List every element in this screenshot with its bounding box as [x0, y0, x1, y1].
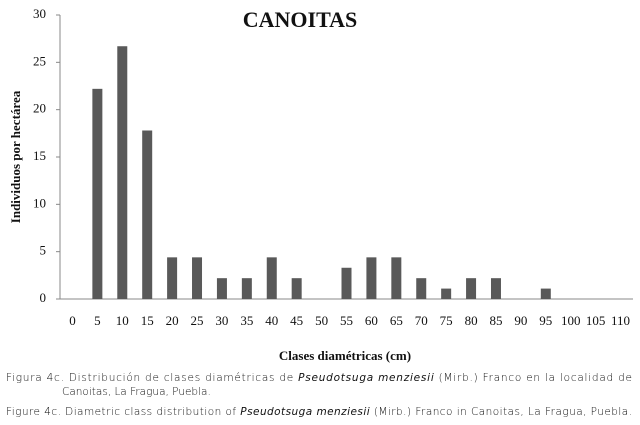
- x-tick-label: 35: [240, 313, 253, 328]
- x-tick-label: 5: [94, 313, 101, 328]
- bar: [241, 278, 252, 299]
- x-tick-label: 90: [514, 313, 527, 328]
- caption-part: Figura 4c. Distribución de clases diamét…: [6, 372, 297, 384]
- x-axis-label: Clases diamétricas (cm): [279, 348, 411, 363]
- x-tick-label: 110: [611, 313, 630, 328]
- bar: [441, 288, 452, 299]
- x-tick-label: 75: [440, 313, 453, 328]
- caption: Canoitas, La Fragua, Puebla.: [62, 386, 211, 398]
- x-tick-label: 40: [265, 313, 278, 328]
- x-tick-label: 45: [290, 313, 303, 328]
- bar: [216, 278, 227, 299]
- x-tick-label: 60: [365, 313, 378, 328]
- caption: Figure 4c. Diametric class distribution …: [6, 406, 632, 418]
- x-tick-label: 95: [539, 313, 552, 328]
- bar: [117, 46, 128, 299]
- y-tick-label: 20: [33, 101, 46, 116]
- y-tick-label: 0: [40, 290, 47, 305]
- bar: [341, 267, 352, 299]
- caption-part: (Mirb.) Franco in Canoitas, La Fragua, P…: [370, 406, 632, 418]
- x-tick-label: 100: [561, 313, 581, 328]
- chart-title: CANOITAS: [243, 7, 358, 32]
- x-tick-label: 30: [215, 313, 228, 328]
- caption-part: Canoitas, La Fragua, Puebla.: [62, 386, 211, 398]
- bar: [391, 257, 402, 299]
- caption-part: (Mirb.) Franco en la localidad de: [435, 372, 632, 384]
- bar: [167, 257, 178, 299]
- x-tick-label: 105: [586, 313, 606, 328]
- x-tick-label: 70: [415, 313, 428, 328]
- caption-part: Pseudotsuga menziesii: [298, 372, 434, 384]
- bar: [92, 88, 103, 299]
- x-tick-label: 85: [489, 313, 502, 328]
- y-tick-label: 10: [33, 195, 46, 210]
- x-tick-label: 55: [340, 313, 353, 328]
- y-axis-label: Individuos por hectárea: [8, 90, 23, 223]
- x-tick-label: 50: [315, 313, 328, 328]
- y-tick-label: 30: [33, 6, 46, 21]
- bar: [366, 257, 377, 299]
- caption-part: Pseudotsuga menziesii: [240, 406, 369, 418]
- y-tick-label: 5: [40, 243, 47, 258]
- y-tick-label: 25: [33, 53, 46, 68]
- bar: [192, 257, 203, 299]
- x-tick-label: 65: [390, 313, 403, 328]
- x-tick-label: 10: [116, 313, 129, 328]
- bar: [266, 257, 277, 299]
- bar: [540, 288, 551, 299]
- bar: [142, 130, 153, 299]
- x-tick-label: 25: [191, 313, 204, 328]
- bar: [291, 278, 302, 299]
- x-tick-label: 15: [141, 313, 154, 328]
- bar: [416, 278, 427, 299]
- y-tick-label: 15: [33, 148, 46, 163]
- caption-part: Figure 4c. Diametric class distribution …: [6, 406, 240, 418]
- bar: [466, 278, 477, 299]
- bar: [490, 278, 501, 299]
- x-tick-label: 80: [465, 313, 478, 328]
- caption: Figura 4c. Distribución de clases diamét…: [6, 372, 632, 384]
- x-tick-label: 20: [166, 313, 179, 328]
- x-tick-label: 0: [69, 313, 76, 328]
